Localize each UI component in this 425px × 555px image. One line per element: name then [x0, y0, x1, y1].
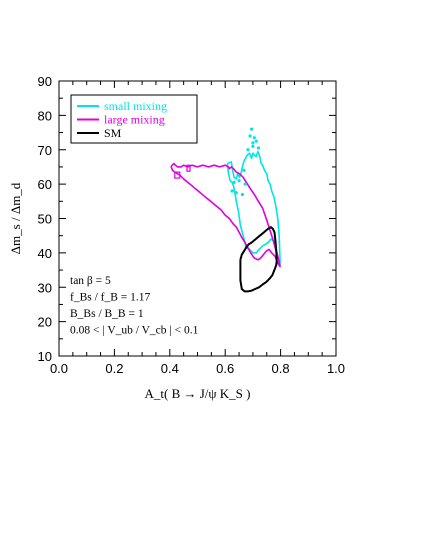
- scatter-point: [234, 191, 238, 195]
- x-tick-label: 0.6: [216, 361, 234, 376]
- scatter-point: [248, 134, 252, 138]
- scatter-point: [240, 192, 244, 197]
- series-sm: [239, 226, 278, 293]
- y-axis-title: Δm_s / Δm_d: [8, 182, 23, 254]
- legend-label: small mixing: [104, 99, 167, 113]
- y-tick-label: 60: [38, 177, 52, 192]
- y-tick-label: 30: [38, 280, 52, 295]
- legend-label: SM: [104, 126, 122, 140]
- large-mixing-island: [174, 171, 181, 179]
- annotation: f_Bs / f_B = 1.17: [70, 292, 151, 304]
- x-tick-label: 0.2: [105, 361, 123, 376]
- y-tick-label: 50: [38, 212, 52, 227]
- x-tick-label: 0.0: [50, 361, 68, 376]
- y-tick-label: 90: [38, 74, 52, 89]
- scatter-point: [242, 168, 246, 172]
- annotation: B_Bs / B_B = 1: [70, 308, 144, 320]
- y-tick-label: 10: [38, 349, 52, 364]
- x-tick-label: 0.4: [161, 361, 179, 376]
- scatter-point: [237, 179, 241, 183]
- x-axis-title: A_t( B → J/ψ K_S ): [144, 386, 250, 401]
- scatter-point: [243, 182, 247, 186]
- series-large-mixing: [170, 162, 281, 268]
- scatter-point: [249, 127, 254, 131]
- scatter-point: [251, 144, 255, 148]
- annotation: tan β = 5: [70, 275, 111, 287]
- scatter-point: [251, 141, 255, 145]
- legend-box: [70, 94, 198, 144]
- y-tick-label: 70: [38, 143, 52, 158]
- legend-label: large mixing: [104, 113, 165, 127]
- scatter-point: [256, 146, 261, 150]
- y-tick-label: 80: [38, 108, 52, 123]
- series-small-mixing: [226, 150, 281, 268]
- scatter-point: [254, 139, 258, 143]
- x-tick-label: 0.8: [272, 361, 290, 376]
- scatter-point: [232, 180, 236, 185]
- scatter-point: [252, 136, 256, 140]
- scatter-point: [246, 148, 250, 152]
- annotation: 0.08 < | V_ub / V_cb | < 0.1: [70, 325, 199, 337]
- x-tick-label: 1.0: [327, 361, 345, 376]
- large-mixing-island: [186, 164, 191, 172]
- scatter-point: [230, 189, 234, 193]
- y-tick-label: 40: [38, 246, 52, 261]
- y-tick-label: 20: [38, 315, 52, 330]
